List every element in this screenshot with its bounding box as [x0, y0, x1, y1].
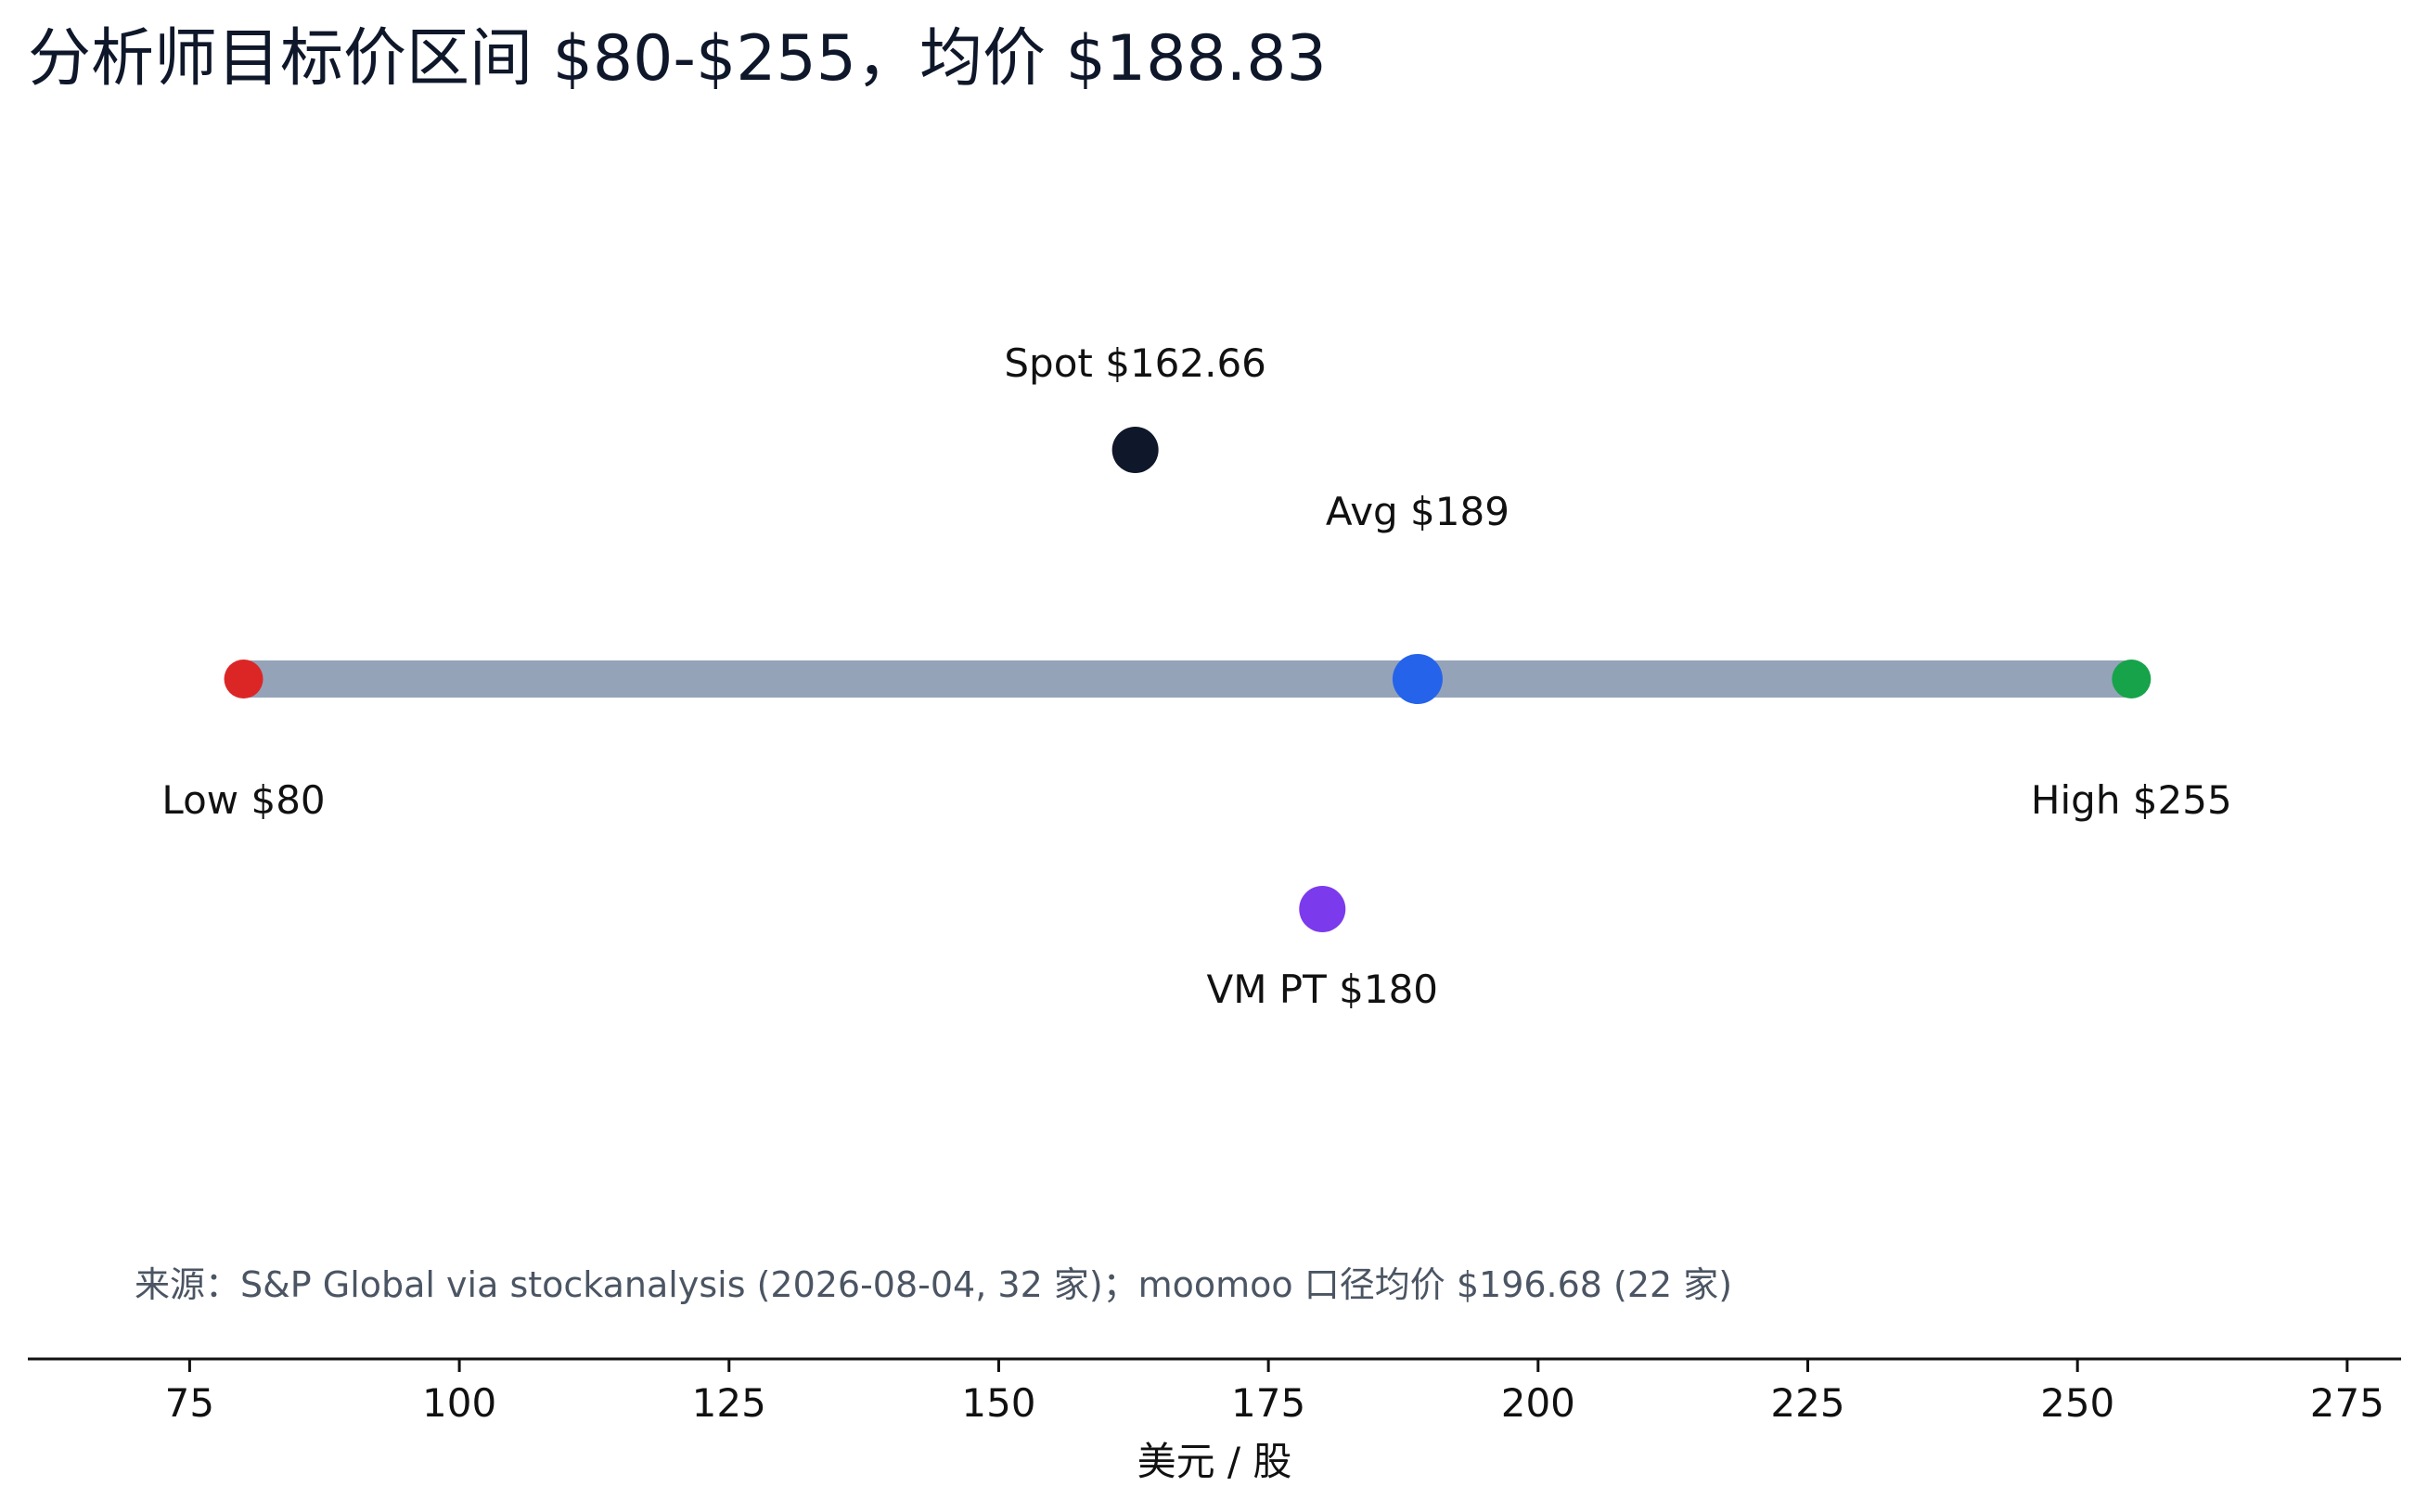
avg-label: Avg $189	[1326, 489, 1509, 534]
x-tick-label: 125	[692, 1380, 766, 1426]
price-markers: Spot $162.66 Avg $189 Low $80 High $255 VM P…	[161, 340, 2231, 1012]
source-note: 来源：S&P Global via stockanalysis (2026-08…	[135, 1264, 1732, 1305]
x-tick-label: 75	[165, 1380, 214, 1426]
avg-marker	[1392, 654, 1443, 704]
high-marker	[2112, 660, 2152, 698]
low-label: Low $80	[161, 777, 325, 823]
chart-title: 分析师目标价区间 $80-$255，均价 $188.83	[28, 22, 1327, 96]
x-tick-label: 175	[1231, 1380, 1305, 1426]
spot-marker	[1111, 427, 1159, 473]
high-label: High $255	[2031, 777, 2232, 823]
x-tick-label: 275	[2310, 1380, 2384, 1426]
x-tick-label: 200	[1501, 1380, 1575, 1426]
x-tick-label: 250	[2040, 1380, 2114, 1426]
vm-pt-marker	[1299, 886, 1346, 932]
spot-label: Spot $162.66	[1004, 340, 1266, 386]
x-tick-label: 150	[961, 1380, 1035, 1426]
x-tick-label: 100	[422, 1380, 496, 1426]
x-tick-label: 225	[1770, 1380, 1844, 1426]
vm-pt-label: VM PT $180	[1206, 967, 1438, 1012]
low-marker	[224, 660, 263, 698]
x-axis-label: 美元 / 股	[1137, 1439, 1292, 1484]
x-axis-ticks: 75 100 125 150 175 200 225 250 275	[165, 1359, 2384, 1426]
